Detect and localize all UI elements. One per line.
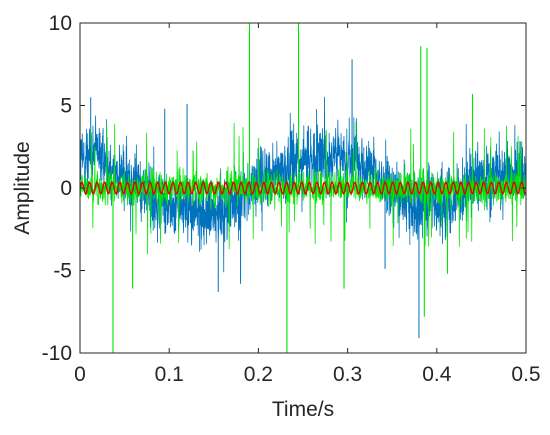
y-axis-label: Amplitude [11, 141, 34, 234]
series-impulse-train-line [80, 121, 526, 255]
x-tick-label: 0.4 [422, 363, 452, 386]
y-tick-label: 0 [60, 177, 72, 200]
x-tick-label: 0.5 [511, 363, 540, 386]
y-tick-label: -10 [42, 342, 72, 365]
series-periodic-component-line [80, 181, 526, 195]
x-axis: 0 0.1 0.2 0.3 0.4 0.5 [74, 23, 541, 386]
series-impulse-train-spikes [80, 23, 474, 353]
series-layer [80, 23, 526, 353]
x-tick-label: 0 [74, 363, 86, 386]
y-tick-label: 10 [49, 12, 72, 35]
series-noisy-signal-line [80, 96, 526, 273]
y-axis: 10 5 0 -5 -10 [42, 12, 526, 365]
y-tick-label: 5 [60, 95, 72, 118]
x-tick-label: 0.3 [333, 363, 362, 386]
x-axis-label: Time/s [272, 398, 334, 421]
y-tick-label: -5 [53, 260, 72, 283]
x-tick-label: 0.1 [155, 363, 184, 386]
x-tick-label: 0.2 [244, 363, 273, 386]
